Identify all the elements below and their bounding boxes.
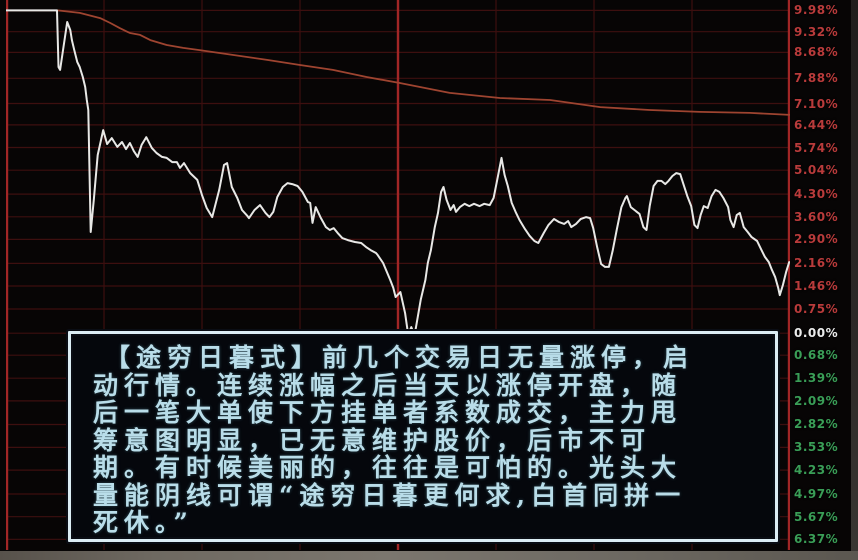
y-axis-label: 4.23%	[794, 463, 839, 478]
y-axis-label: 0.68%	[794, 348, 839, 363]
y-axis-label: 0.00%	[794, 326, 839, 341]
y-axis-label: 5.74%	[794, 140, 839, 155]
y-axis-label: 2.90%	[794, 232, 839, 247]
y-axis-label: 7.88%	[794, 71, 839, 86]
y-axis-label: 8.68%	[794, 45, 839, 60]
y-axis-label: 6.37%	[794, 532, 839, 547]
y-axis-label: 2.16%	[794, 256, 839, 271]
y-axis-label: 9.98%	[794, 3, 839, 18]
annotation-line: 量能阴线可谓“途穷日暮更何求,白首同拼一	[93, 480, 687, 510]
y-axis-label: 4.97%	[794, 487, 839, 502]
y-axis-label: 7.10%	[794, 96, 839, 111]
y-axis-label-column: 9.98% 9.32% 8.68% 7.88% 7.10% 6.44% 5.74% 5.04%…	[792, 0, 852, 550]
y-axis-label: 5.04%	[794, 163, 839, 178]
y-axis-label: 2.09%	[794, 393, 839, 408]
annotation-line: 期。有时候美丽的，往往是可怕的。光头大	[93, 453, 683, 482]
y-axis-label: 6.44%	[794, 117, 839, 132]
average-price-line	[6, 9, 790, 116]
y-axis-label: 3.53%	[794, 440, 839, 455]
y-axis-label: 4.30%	[794, 187, 839, 202]
y-axis-label: 3.60%	[794, 209, 839, 224]
photo-edge-bottom	[0, 551, 858, 560]
photo-edge-right	[851, 0, 858, 560]
pattern-annotation-box: 【途穷日暮式】前几个交易日无量涨停，启 动行情。连续涨幅之后当天以涨停开盘，随 …	[68, 331, 778, 542]
y-axis-label: 0.75%	[794, 301, 839, 316]
chart-series-lines	[6, 9, 790, 337]
annotation-line: 【途穷日暮式】前几个交易日无量涨停，启	[105, 343, 695, 372]
y-axis-label: 1.39%	[794, 371, 839, 386]
annotation-line: 动行情。连续涨幅之后当天以涨停开盘，随	[93, 370, 683, 400]
y-axis-label: 9.32%	[794, 24, 839, 39]
y-axis-label: 5.67%	[794, 509, 839, 524]
y-axis-label: 1.46%	[794, 279, 839, 293]
annotation-line: 死休。”	[93, 508, 194, 537]
annotation-line: 筹意图明显，已无意维护股价，后市不可	[93, 425, 652, 455]
y-axis-label: 2.82%	[794, 417, 839, 432]
annotation-line: 后一笔大单使下方挂单者系数成交，主力甩	[93, 398, 683, 427]
price-line	[6, 9, 790, 337]
